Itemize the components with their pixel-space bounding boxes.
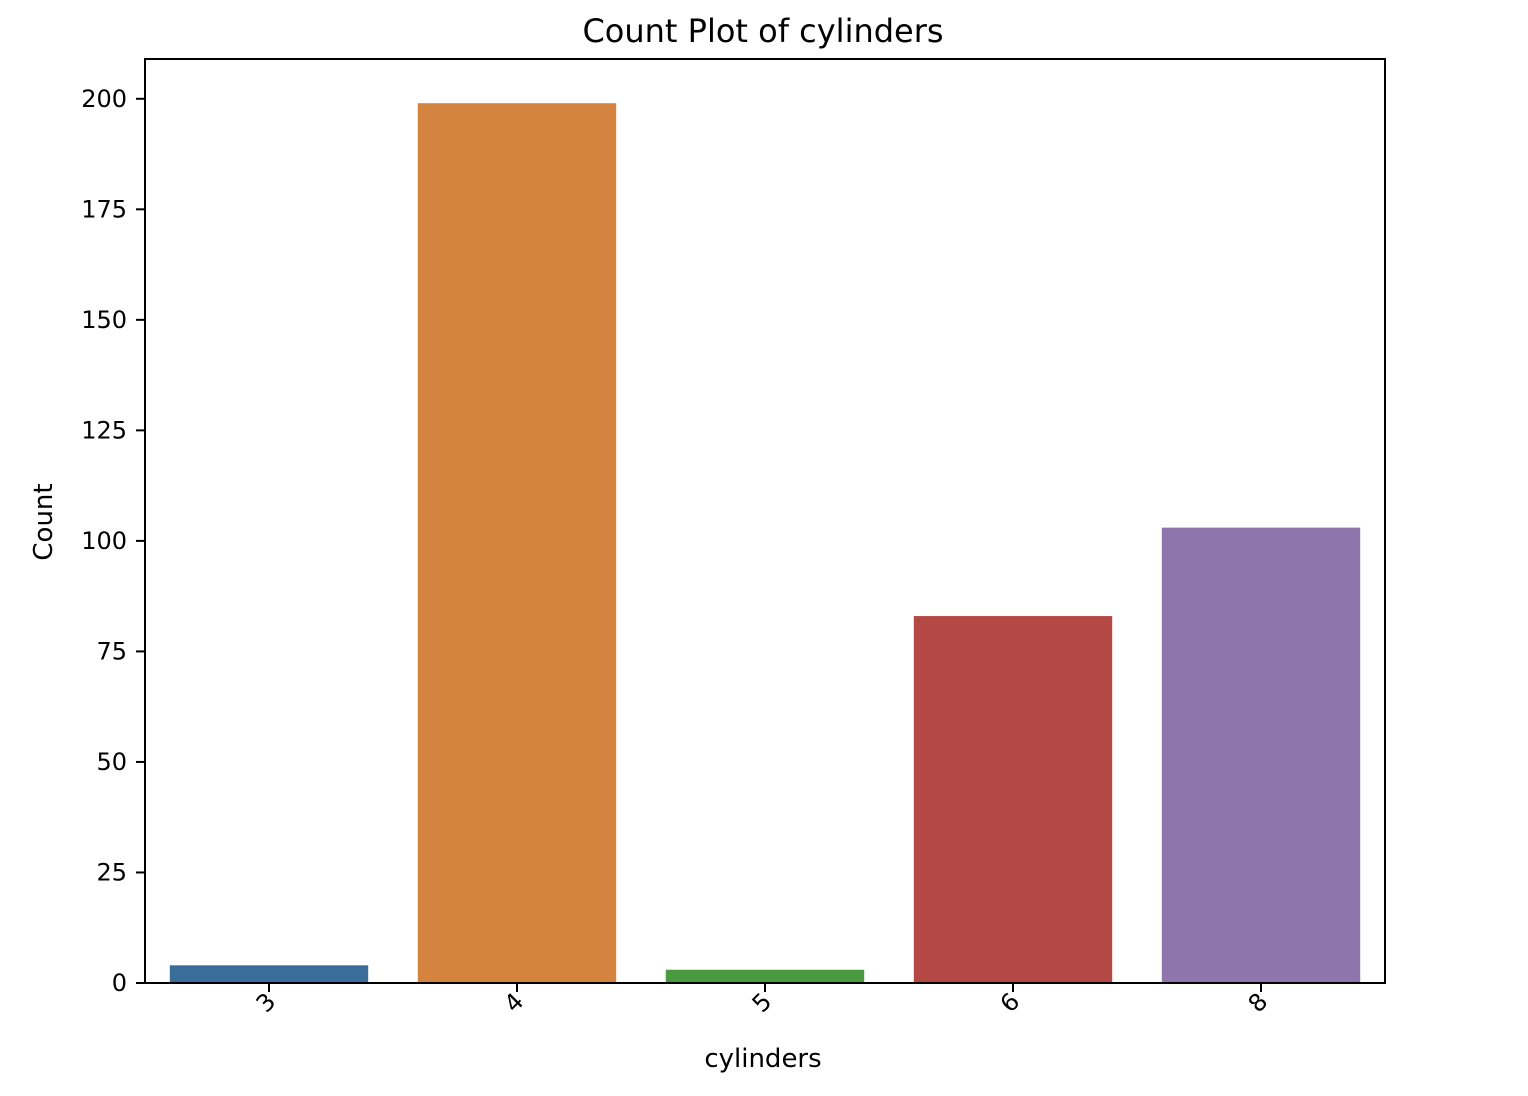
y-tick-label-150: 150 [81, 306, 127, 334]
y-axis-label: Count [29, 483, 59, 560]
bar-cylinders-6 [913, 616, 1113, 983]
y-tick-label-0: 0 [112, 969, 127, 997]
y-axis-ticks: 0 25 50 75 100 125 150 175 200 [81, 85, 145, 997]
bar-cylinders-3 [169, 965, 369, 983]
bar-cylinders-8 [1161, 527, 1361, 983]
y-tick-label-75: 75 [96, 637, 127, 665]
x-axis-label: cylinders [704, 1044, 821, 1074]
chart-title: Count Plot of cylinders [582, 12, 943, 50]
y-tick-label-200: 200 [81, 85, 127, 113]
bar-cylinders-5 [665, 969, 865, 983]
y-tick-label-125: 125 [81, 416, 127, 444]
y-tick-label-25: 25 [96, 858, 127, 886]
bars-group [169, 103, 1361, 983]
y-tick-label-100: 100 [81, 527, 127, 555]
y-tick-label-175: 175 [81, 195, 127, 223]
plot-frame [144, 58, 1386, 984]
bar-cylinders-4 [417, 103, 617, 983]
y-tick-label-50: 50 [96, 748, 127, 776]
